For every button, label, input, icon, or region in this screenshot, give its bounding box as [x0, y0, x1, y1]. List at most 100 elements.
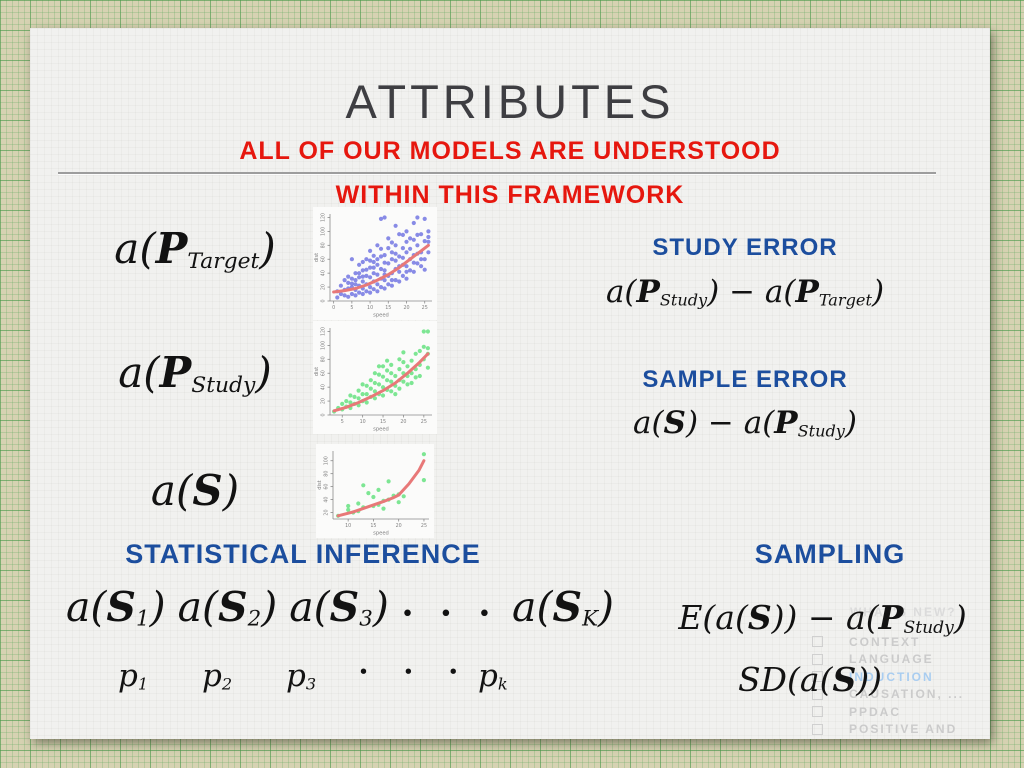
ghost-item-label: CONTEXT — [849, 634, 921, 649]
formula-part: ) — [598, 583, 615, 631]
formula-part: 3 — [305, 674, 317, 694]
slide-title: ATTRIBUTES — [345, 75, 675, 128]
formula-part: ) — [372, 583, 389, 631]
ghost-item-label: CAUSATION, ... — [849, 687, 965, 702]
formula-pk: pk — [478, 658, 508, 694]
ellipsis-dots: • • • — [400, 601, 501, 627]
checkbox-icon — [812, 706, 823, 718]
ghost-item-label: PPDAC — [849, 704, 902, 719]
formula-part: P — [795, 274, 819, 310]
formula-part: 3 — [359, 606, 373, 632]
formula-part: p — [202, 658, 222, 694]
svg-text:10: 10 — [367, 305, 373, 311]
ghost-item-label: INDUCTION — [849, 669, 934, 684]
formula-a-p-target: a(PTarget) — [60, 224, 330, 274]
svg-text:5: 5 — [341, 419, 344, 425]
formula-part: a( — [605, 274, 637, 310]
checkbox-icon — [812, 636, 823, 648]
svg-text:80: 80 — [321, 242, 327, 248]
formula-part: ) — [261, 583, 278, 631]
svg-text:80: 80 — [324, 471, 330, 477]
subtitle-line-2: WITHIN THIS FRAMEWORK — [335, 181, 685, 209]
svg-text:100: 100 — [321, 341, 327, 350]
svg-text:80: 80 — [321, 356, 327, 362]
formula-part: ) − a( — [707, 274, 796, 310]
formula-part: ) — [953, 598, 967, 637]
sample-error-heading: SAMPLE ERROR — [642, 366, 848, 393]
formula-p1: p1 — [118, 658, 148, 694]
formula-part: ) — [259, 224, 276, 273]
formula-part: ) — [222, 466, 240, 515]
ghost-item-language: LANGUAGE — [812, 651, 1002, 669]
formula-a-s: a(S) — [60, 466, 330, 515]
svg-text:60: 60 — [321, 256, 327, 262]
formula-part: a( — [177, 583, 219, 631]
formula-part: Study — [659, 290, 708, 310]
ghost-item-ppdac: PPDAC — [812, 703, 1002, 721]
svg-text:20: 20 — [324, 509, 330, 515]
formula-a-s2: a(S2) — [178, 583, 278, 632]
formula-part: k — [497, 674, 508, 694]
formula-study-error: a(PStudy) − a(PTarget) — [490, 274, 1000, 310]
formula-p3: p3 — [286, 658, 316, 694]
svg-text:20: 20 — [396, 523, 402, 529]
formula-part: S — [663, 405, 686, 441]
ghost-slide-overlay: WHAT'S NEW? CONTEXT LANGUAGE INDUCTION C… — [812, 605, 1002, 738]
formula-part: a( — [289, 583, 330, 631]
formula-part: P — [774, 405, 798, 441]
formula-part: P — [636, 274, 660, 310]
separator-line — [58, 172, 936, 174]
formula-part: a( — [65, 583, 107, 631]
scatter-plot-study-population: 5 10 15 20 25 0 20 40 60 80 100 120 speed dist — [313, 321, 437, 434]
formula-part: S — [106, 583, 136, 631]
ghost-item-positive: POSITIVE AND — [812, 721, 1002, 739]
scatter-plot-sample: 10 15 20 25 20 40 60 80 100 speed dist — [316, 444, 434, 538]
formula-a-s3: a(S3) — [289, 583, 389, 632]
ghost-item-induction: INDUCTION — [812, 668, 1002, 686]
svg-text:40: 40 — [321, 270, 327, 276]
formula-part: ) − a( — [685, 405, 775, 441]
svg-text:speed: speed — [373, 313, 389, 319]
formula-part: 2 — [247, 606, 262, 632]
svg-text:20: 20 — [400, 419, 406, 425]
formula-part: K — [582, 606, 599, 632]
study-error-heading: STUDY ERROR — [652, 234, 838, 261]
probability-row: p1 p2 p3 • • • pk — [50, 658, 630, 706]
svg-text:120: 120 — [321, 327, 327, 336]
svg-text:0: 0 — [332, 305, 335, 311]
svg-text:20: 20 — [321, 398, 327, 404]
svg-text:dist: dist — [314, 367, 320, 376]
svg-text:speed: speed — [373, 427, 389, 433]
svg-text:5: 5 — [350, 305, 353, 311]
formula-part: Target — [187, 248, 260, 274]
statistical-inference-heading: STATISTICAL INFERENCE — [125, 539, 481, 569]
svg-text:15: 15 — [370, 523, 376, 529]
ghost-item-causation: CAUSATION, ... — [812, 686, 1002, 704]
svg-text:120: 120 — [321, 213, 327, 222]
ghost-title: WHAT'S NEW? — [850, 605, 957, 619]
checkbox-icon — [812, 688, 823, 700]
svg-text:60: 60 — [324, 484, 330, 490]
checkbox-icon — [812, 723, 823, 735]
ghost-item-context: CONTEXT — [812, 633, 1002, 651]
formula-part: S — [747, 598, 772, 637]
formula-part: S — [218, 583, 248, 631]
formula-part: Study — [903, 617, 954, 638]
svg-text:10: 10 — [345, 523, 351, 529]
formula-part: S — [832, 660, 857, 699]
svg-text:40: 40 — [321, 384, 327, 390]
ghost-item-label: POSITIVE AND — [849, 722, 958, 737]
svg-text:dist: dist — [314, 253, 320, 262]
svg-text:20: 20 — [403, 305, 409, 311]
formula-part: P — [878, 598, 904, 637]
formula-p2: p2 — [202, 658, 232, 694]
formula-expectation: E(a(S)) − a(PStudy) — [630, 598, 1015, 638]
svg-text:15: 15 — [385, 305, 391, 311]
svg-text:dist: dist — [317, 480, 323, 489]
svg-text:20: 20 — [321, 284, 327, 290]
scatter-plot-target-population: 0 5 10 15 20 25 0 20 40 60 80 100 120 speed dist — [313, 207, 437, 320]
formula-part: )) — [856, 660, 883, 699]
ellipsis-dots: • • • — [358, 662, 473, 683]
formula-standard-deviation: SD(a(S)) — [630, 660, 990, 699]
